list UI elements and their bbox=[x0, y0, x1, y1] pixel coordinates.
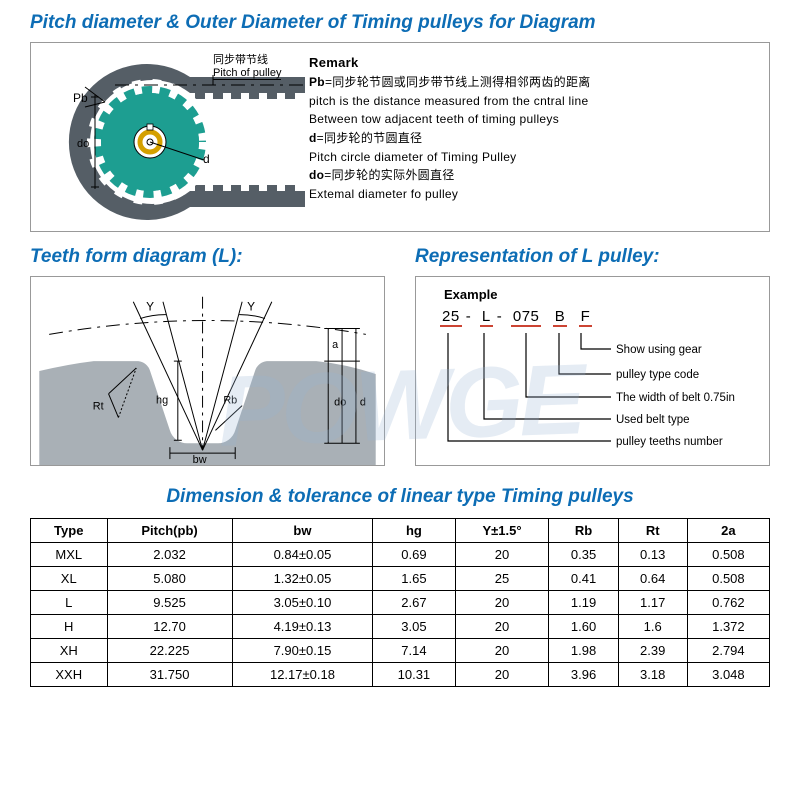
representation-diagram: Example 25- L- 075 B F bbox=[415, 276, 770, 466]
pb-label: Pb bbox=[73, 91, 88, 105]
table-row: XXH31.75012.17±0.1810.31203.963.183.048 bbox=[31, 663, 770, 687]
row-two-figures: Teeth form diagram (L): Y bbox=[30, 246, 770, 466]
dimension-table: TypePitch(pb) bwhg Y±1.5°Rb Rt2a MXL2.03… bbox=[30, 518, 770, 687]
example-label: Example bbox=[444, 287, 751, 302]
dimension-table-title: Dimension & tolerance of linear type Tim… bbox=[30, 486, 770, 508]
example-code: 25- L- 075 B F bbox=[440, 308, 751, 327]
svg-text:Show using gear: Show using gear bbox=[616, 344, 702, 356]
remark-heading: Remark bbox=[309, 53, 761, 73]
do-dim-label: do bbox=[77, 138, 89, 150]
svg-text:Y: Y bbox=[146, 300, 154, 314]
svg-text:Rt: Rt bbox=[93, 401, 104, 413]
svg-text:hg: hg bbox=[156, 395, 168, 407]
main-title: Pitch diameter & Outer Diameter of Timin… bbox=[30, 12, 770, 34]
pitch-of-pulley-label: 同步带节线 Pitch of pulley bbox=[213, 51, 281, 80]
d-dim-label: d bbox=[203, 152, 210, 166]
teeth-form-heading: Teeth form diagram (L): bbox=[30, 246, 385, 268]
pulley-diagram: Pb do d 同步带节线 Pitch of pulley bbox=[35, 47, 305, 227]
teeth-form-diagram: Y Y a do d bbox=[30, 276, 385, 466]
table-row: H12.704.19±0.133.05201.601.61.372 bbox=[31, 615, 770, 639]
svg-text:pulley teeths number: pulley teeths number bbox=[616, 436, 723, 448]
representation-heading: Representation of L pulley: bbox=[415, 246, 770, 268]
svg-text:do: do bbox=[334, 397, 346, 409]
table-row: XH22.2257.90±0.157.14201.982.392.794 bbox=[31, 639, 770, 663]
svg-text:bw: bw bbox=[193, 454, 207, 465]
svg-text:Used belt type: Used belt type bbox=[616, 414, 690, 426]
table-header-row: TypePitch(pb) bwhg Y±1.5°Rb Rt2a bbox=[31, 519, 770, 543]
remark-block: Remark Pb=同步轮节圆或同步带节线上测得相邻两齿的距离 pitch is… bbox=[305, 47, 765, 227]
section-pitch-diameter: Pb do d 同步带节线 Pitch of pulley Remark Pb=… bbox=[30, 42, 770, 232]
table-row: XL5.0801.32±0.051.65250.410.640.508 bbox=[31, 567, 770, 591]
svg-text:pulley type code: pulley type code bbox=[616, 369, 699, 381]
svg-text:Rb: Rb bbox=[223, 395, 237, 407]
svg-text:The width of belt 0.75in: The width of belt 0.75in bbox=[616, 392, 735, 404]
svg-text:d: d bbox=[360, 397, 366, 409]
svg-text:Y: Y bbox=[247, 300, 255, 314]
table-row: L9.5253.05±0.102.67201.191.170.762 bbox=[31, 591, 770, 615]
svg-text:a: a bbox=[332, 339, 339, 351]
table-row: MXL2.0320.84±0.050.69200.350.130.508 bbox=[31, 543, 770, 567]
